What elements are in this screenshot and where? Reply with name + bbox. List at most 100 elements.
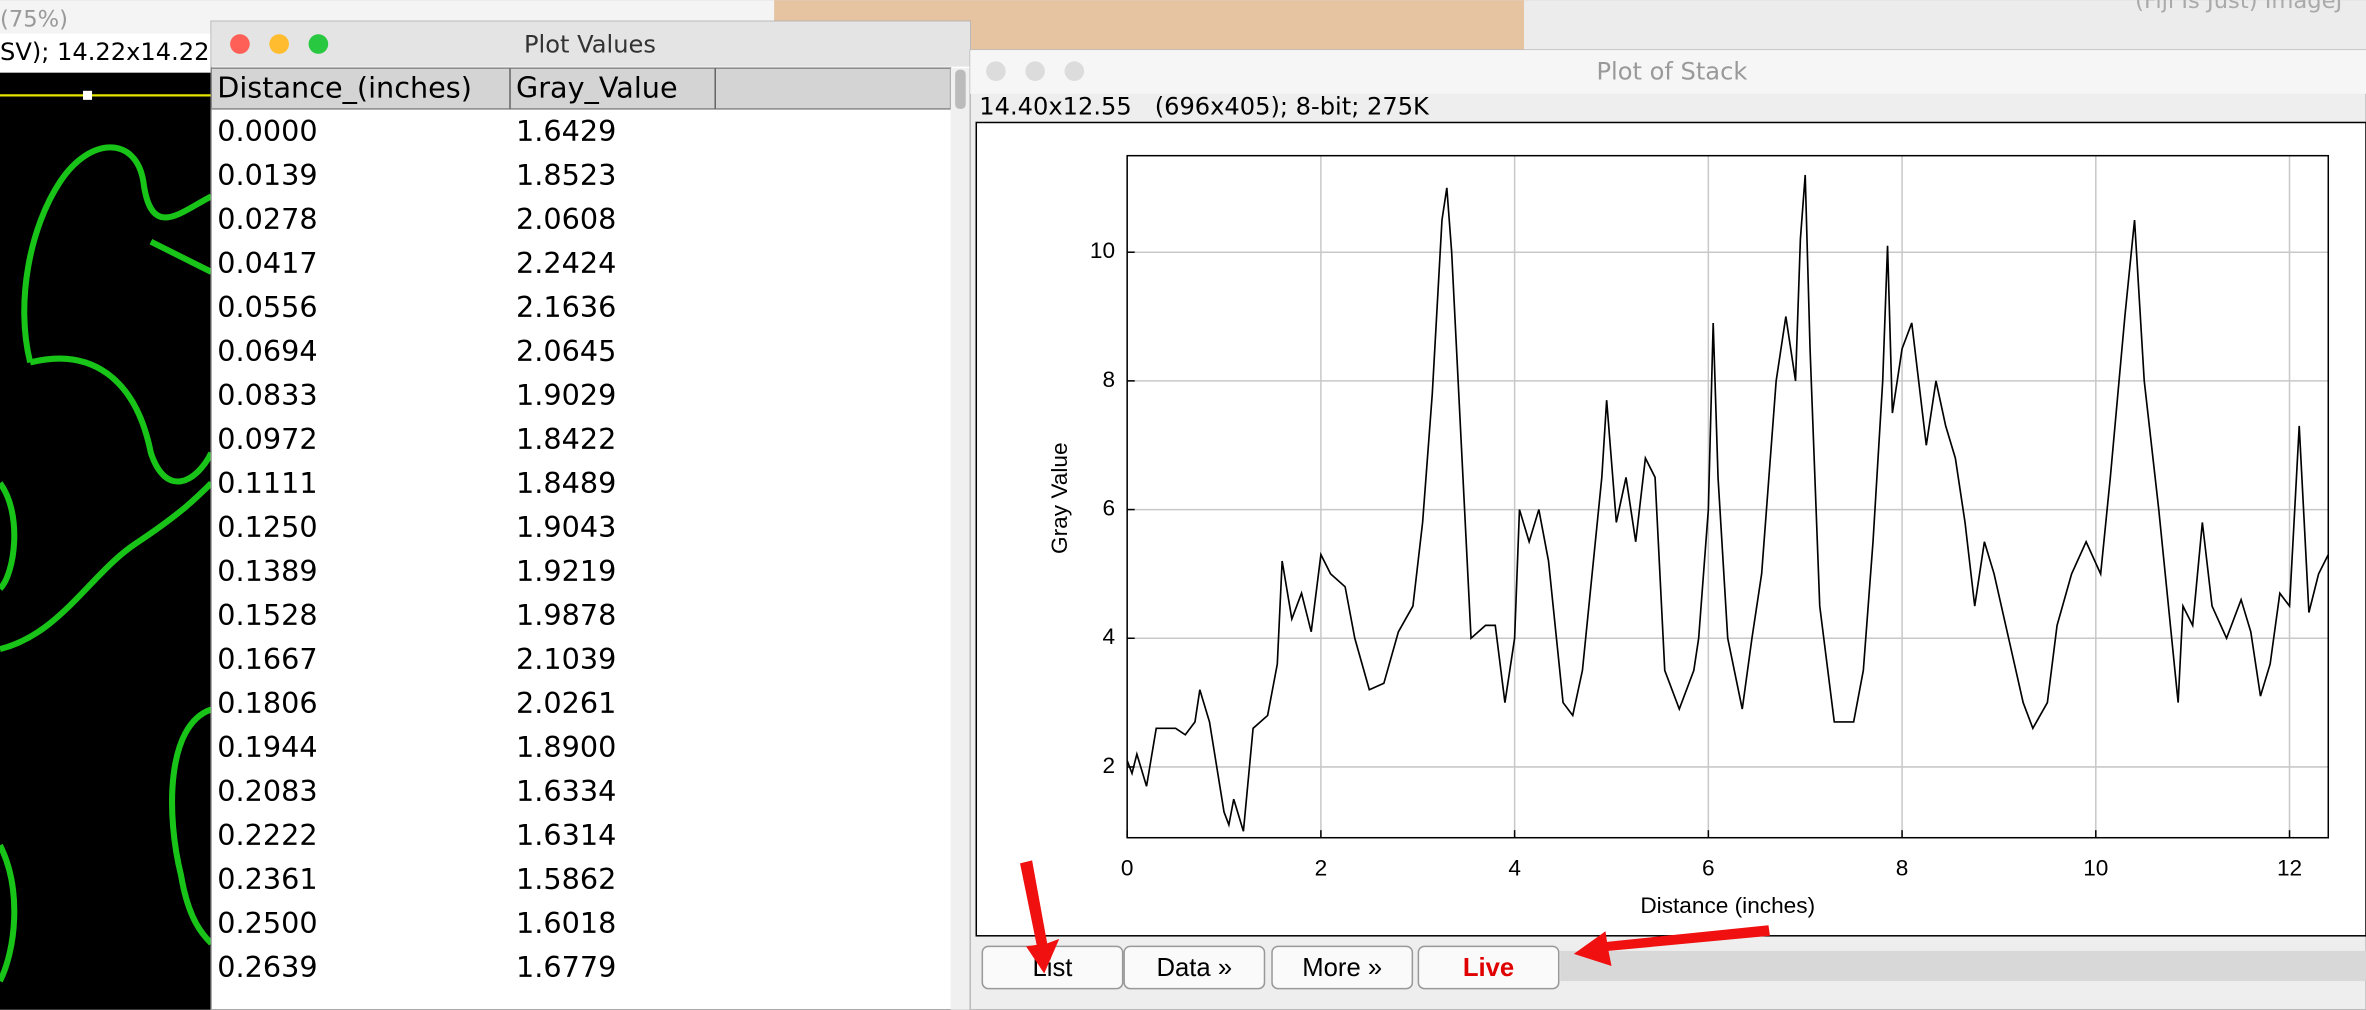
zoom-button[interactable]	[308, 34, 329, 54]
status-bar	[1560, 950, 2366, 982]
table-cell: 0.2361	[217, 862, 317, 896]
cell-edge	[169, 706, 214, 946]
x-tick-label: 12	[2277, 855, 2302, 880]
y-tick-label: 4	[1103, 624, 1116, 649]
column-header: Distance_(inches)	[217, 70, 472, 104]
minimize-button[interactable]	[269, 34, 289, 54]
table-cell: 2.1636	[516, 290, 616, 324]
column-header: Gray_Value	[516, 70, 678, 104]
table-cell: 0.0833	[217, 378, 317, 412]
table-cell: 0.2639	[217, 950, 317, 984]
table-cell: 0.0139	[217, 158, 317, 192]
cell-outlines	[0, 144, 214, 983]
roi-handle	[82, 90, 93, 100]
table-cell: 1.9219	[516, 554, 616, 588]
table-cell: 0.1806	[217, 686, 317, 720]
table-cell: 1.6018	[516, 906, 616, 940]
scrollbar[interactable]	[950, 68, 971, 1010]
table-cell: 1.8523	[516, 158, 616, 192]
window-title: Plot of Stack	[1596, 58, 1747, 86]
button-label[interactable]: Live	[1463, 954, 1514, 982]
table-cell: 0.1250	[217, 510, 317, 544]
table-cell: 0.0000	[217, 114, 317, 148]
table-header	[210, 67, 952, 110]
table-cell: 0.0278	[217, 202, 317, 236]
x-tick-label: 0	[1121, 855, 1134, 880]
table-cell: 0.1667	[217, 642, 317, 676]
table-body: 0.0000 1.6429 0.0139 1.8523 0.0278 2.0608 0.04…	[217, 114, 616, 984]
y-tick-label: 2	[1103, 753, 1116, 778]
plot-frame	[1126, 154, 2330, 839]
y-axis-label: Gray Value	[1047, 442, 1072, 554]
table-cell: 1.9029	[516, 378, 616, 412]
table-cell: 0.0556	[217, 290, 317, 324]
table-cell: 1.8900	[516, 730, 616, 764]
table-cell: 2.0608	[516, 202, 616, 236]
button-label[interactable]: Data »	[1157, 954, 1233, 982]
cell-edge	[29, 355, 214, 485]
imagej-title: (Fiji Is Just) ImageJ	[2135, 0, 2342, 14]
table-cell: 0.2500	[217, 906, 317, 940]
y-tick-label: 10	[1090, 238, 1115, 263]
table-cell: 2.0645	[516, 334, 616, 368]
close-button[interactable]	[986, 61, 1006, 81]
table-cell: 2.2424	[516, 246, 616, 280]
table-cell: 0.0694	[217, 334, 317, 368]
table-cell: 0.0417	[217, 246, 317, 280]
x-axis-label: Distance (inches)	[1640, 893, 1815, 918]
chart: 0 2 4 6 8 10 12 2 4 6 8 10	[1090, 154, 2330, 880]
x-tick-label: 2	[1315, 855, 1328, 880]
table-cell: 0.2083	[217, 774, 317, 808]
titlebar	[970, 50, 2366, 94]
close-button[interactable]	[230, 34, 250, 54]
table-cell: 1.6314	[516, 818, 616, 852]
y-tick-label: 8	[1103, 367, 1116, 392]
plot-values-window: Plot Values Distance_(inches) Gray_Value…	[210, 20, 971, 1010]
table-cell: 1.5862	[516, 862, 616, 896]
titlebar	[211, 21, 971, 67]
button[interactable]	[1417, 945, 1560, 990]
cell-edge	[0, 481, 18, 591]
table-cell: 2.0261	[516, 686, 616, 720]
x-tick-label: 4	[1508, 855, 1521, 880]
data-line	[1126, 174, 2330, 832]
x-tick-label: 6	[1702, 855, 1715, 880]
scroll-thumb[interactable]	[955, 69, 966, 109]
table-cell: 1.9878	[516, 598, 616, 632]
table-cell: 1.6779	[516, 950, 616, 984]
zoom-label: (75%)	[0, 6, 68, 32]
table-cell: 0.1944	[217, 730, 317, 764]
image-info: 14.40x12.55 (696x405); 8-bit; 275K	[979, 92, 1430, 120]
table-cell: 1.8422	[516, 422, 616, 456]
table-cell: 1.8489	[516, 466, 616, 500]
cell-edge	[0, 480, 214, 653]
table-cell: 0.1111	[217, 466, 317, 500]
arrow	[1020, 860, 1060, 974]
cell-edge	[21, 144, 213, 364]
table-cell: 1.6334	[516, 774, 616, 808]
button-label[interactable]: More »	[1302, 954, 1382, 982]
table-cell: 0.2222	[217, 818, 317, 852]
minimize-button[interactable]	[1025, 61, 1045, 81]
image-info-bar	[0, 33, 212, 73]
table-cell: 2.1039	[516, 642, 616, 676]
arrow	[1573, 925, 1770, 966]
y-tick-label: 6	[1103, 496, 1116, 521]
zoom-button[interactable]	[1064, 61, 1085, 81]
table-cell: 0.1389	[217, 554, 317, 588]
button[interactable]	[1271, 945, 1414, 990]
cell-edge	[149, 238, 213, 275]
annotations	[1020, 860, 1770, 974]
cell-edge	[0, 843, 18, 983]
plot-canvas	[975, 121, 2366, 937]
button[interactable]	[1123, 945, 1266, 990]
button-bar: List Data » More » Live	[981, 945, 1560, 990]
table-cell: 0.1528	[217, 598, 317, 632]
x-tick-label: 10	[2083, 855, 2108, 880]
window-title: Plot Values	[524, 31, 656, 59]
table-cell: 1.6429	[516, 114, 616, 148]
image-info: SV); 14.22x14.22	[0, 38, 209, 66]
x-tick-label: 8	[1896, 855, 1909, 880]
